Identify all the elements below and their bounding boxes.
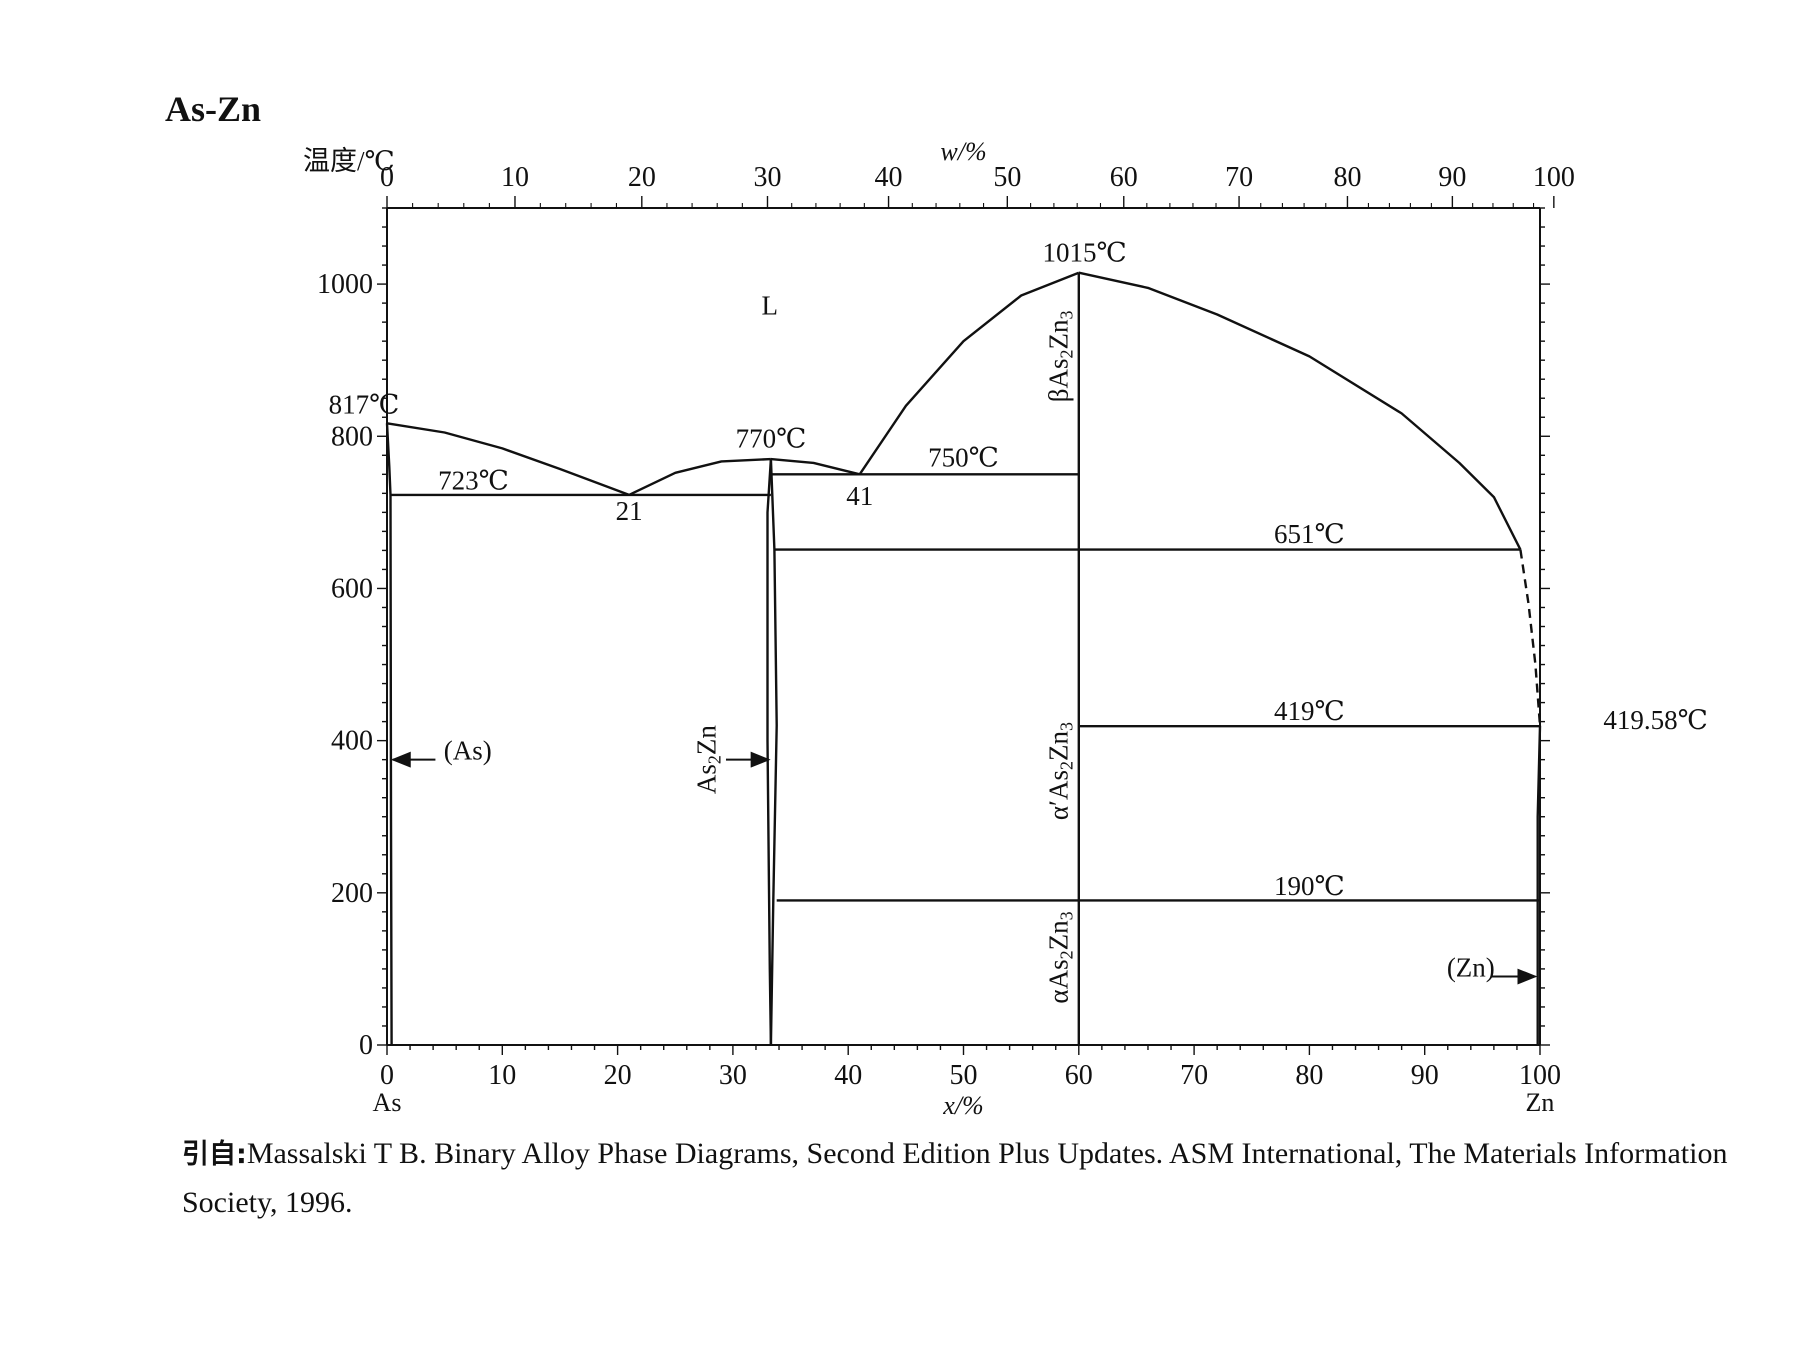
phase-label-αas2zn3: αAs2Zn3	[1043, 911, 1076, 1003]
x2-tick-label: 20	[628, 162, 656, 193]
chart-labels: x/% w/% 温度/℃ As Zn L 817℃ 723℃ 21 770℃ 41 750℃ 1015℃…	[303, 137, 1708, 1120]
phase-label-βas2zn3: βAs2Zn3	[1043, 311, 1076, 403]
x2-tick-label: 70	[1225, 162, 1253, 193]
x2-tick-label: 60	[1110, 162, 1138, 193]
x-tick-label: 50	[950, 1060, 978, 1091]
x2-axis-label: w/%	[940, 137, 986, 166]
x-axis-label: x/%	[942, 1091, 983, 1120]
endpoint-label-zn: Zn	[1526, 1088, 1555, 1117]
boundary-liquidus-zn-dashed	[1519, 549, 1542, 726]
annotation-419.58: 419.58℃	[1603, 705, 1707, 735]
annotation-zn: (Zn)	[1447, 953, 1495, 983]
y-tick-label: 800	[331, 421, 373, 452]
boundary-liquidus-as2zn3-left	[858, 271, 1080, 475]
annotation-190: 190℃	[1274, 871, 1345, 901]
x-tick-label: 60	[1065, 1060, 1093, 1091]
annotation-770: 770℃	[736, 424, 807, 454]
x2-tick-label: 40	[875, 162, 903, 193]
x2-tick-label: 30	[753, 162, 781, 193]
boundary-as2zn-solvus-right	[769, 459, 778, 1046]
y-tick-label: 600	[331, 573, 373, 604]
x2-tick-label: 100	[1533, 162, 1575, 193]
x-tick-label: 0	[380, 1060, 394, 1091]
plot-frame	[386, 207, 1541, 1046]
x-tick-label: 20	[604, 1060, 632, 1091]
annotation-723: 723℃	[438, 466, 509, 496]
citation-prefix: 引自:	[182, 1139, 247, 1170]
x2-tick-label: 10	[501, 162, 529, 193]
annotation-41: 41	[846, 481, 873, 511]
boundary-as-solvus	[385, 423, 393, 1046]
endpoint-label-as: As	[373, 1088, 402, 1117]
boundary-zn-solvus	[1536, 725, 1542, 1045]
citation: 引自:Massalski T B. Binary Alloy Phase Dia…	[182, 1130, 1772, 1227]
annotation-750: 750℃	[928, 443, 999, 473]
x-tick-label: 40	[834, 1060, 862, 1091]
annotation-817: 817℃	[329, 389, 400, 419]
x2-tick-label: 90	[1438, 162, 1466, 193]
x-tick-label: 30	[719, 1060, 747, 1091]
y-tick-label: 200	[331, 878, 373, 909]
phase-boundaries	[385, 271, 1542, 1046]
x-tick-label: 90	[1411, 1060, 1439, 1091]
x2-tick-label: 80	[1333, 162, 1361, 193]
y-axis-label: 温度/℃	[303, 146, 395, 176]
phase-label-α′as2zn3: α′As2Zn3	[1043, 722, 1076, 820]
boundary-as2zn-solvus-left	[766, 459, 773, 1046]
boundary-liquidus-as2zn-right	[770, 457, 860, 476]
y-tick-label: 0	[359, 1030, 373, 1061]
y-tick-label: 1000	[317, 269, 373, 300]
boundary-liquidus-as2zn-left	[628, 457, 771, 496]
boundary-liquidus-zn-side	[1078, 271, 1522, 551]
annotation-as: (As)	[444, 736, 492, 766]
y-tick-label: 400	[331, 726, 373, 757]
annotation-651: 651℃	[1274, 519, 1345, 549]
annotation-l: L	[762, 291, 779, 321]
annotation-21: 21	[616, 496, 643, 526]
annotation-419: 419℃	[1274, 696, 1345, 726]
x-tick-label: 100	[1519, 1060, 1561, 1091]
x-tick-label: 80	[1295, 1060, 1323, 1091]
annotation-1015: 1015℃	[1042, 237, 1126, 267]
x-tick-label: 10	[488, 1060, 516, 1091]
x-tick-label: 70	[1180, 1060, 1208, 1091]
x2-tick-label: 50	[993, 162, 1021, 193]
chart-title: As-Zn	[165, 89, 262, 129]
x2-tick-label: 0	[380, 162, 394, 193]
phase-label-as2zn: As2Zn	[692, 725, 725, 795]
boundary-liquidus-as-side	[386, 422, 630, 497]
citation-text: Massalski T B. Binary Alloy Phase Diagra…	[182, 1137, 1728, 1219]
